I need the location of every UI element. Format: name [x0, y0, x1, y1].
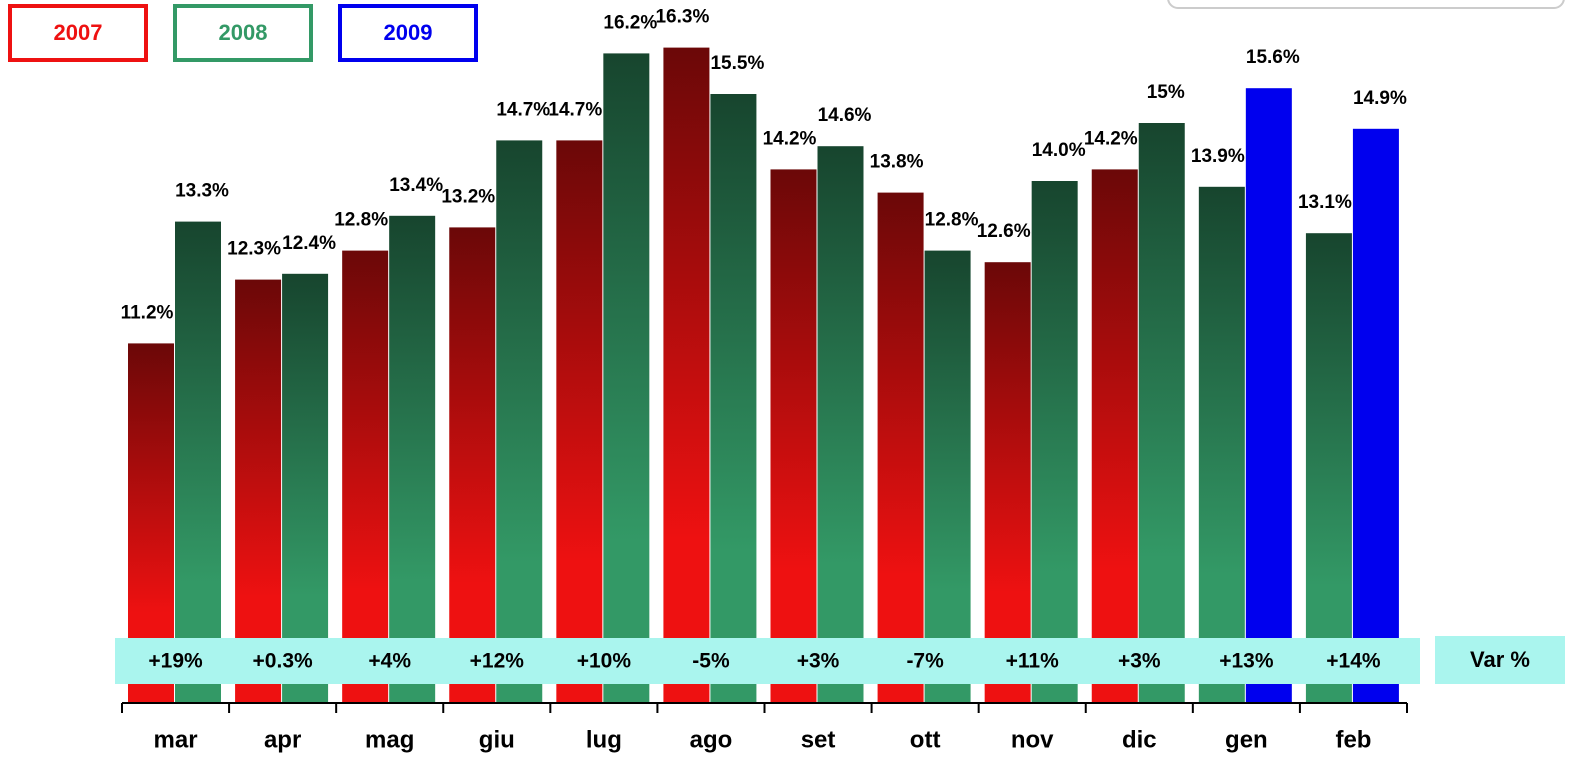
bar [1245, 88, 1292, 703]
legend-label: 2008 [219, 20, 268, 45]
data-label: 13.3% [175, 181, 229, 202]
data-label: 12.4% [282, 233, 336, 254]
bar [1031, 181, 1078, 703]
bar [556, 140, 603, 703]
bar [175, 221, 221, 703]
legend-label: 2009 [384, 20, 433, 45]
bar [342, 250, 389, 703]
bar [1138, 123, 1185, 703]
var-label: +13% [1219, 650, 1274, 673]
bar [1198, 186, 1245, 704]
bar [924, 250, 971, 703]
x-tick-label: dic [1122, 726, 1157, 753]
var-header-box [1435, 636, 1565, 684]
data-label: 12.6% [977, 221, 1031, 242]
x-tick-label: ott [910, 726, 941, 753]
data-label: 13.1% [1298, 192, 1352, 213]
bar [770, 169, 817, 703]
bar [282, 273, 329, 703]
var-label: +0.3% [253, 650, 313, 673]
data-label: 14.9% [1353, 88, 1407, 109]
var-label: +11% [1006, 650, 1059, 673]
data-label: 16.3% [655, 7, 709, 28]
data-label: 14.6% [818, 105, 872, 126]
data-label: 13.4% [389, 175, 443, 196]
x-tick-label: apr [264, 726, 301, 753]
bar [603, 53, 650, 703]
panel-corner [1167, 0, 1565, 9]
x-tick-label: set [801, 726, 836, 753]
bar [1305, 233, 1352, 703]
data-label: 13.9% [1191, 146, 1245, 167]
bar [877, 192, 924, 703]
bar [984, 262, 1031, 703]
var-label: +14% [1326, 650, 1381, 673]
var-label: +12% [470, 650, 525, 673]
var-label: -7% [906, 650, 944, 673]
data-label: 14.0% [1032, 140, 1086, 161]
data-label: 12.8% [925, 210, 979, 231]
bar [449, 227, 496, 703]
x-tick-label: feb [1335, 726, 1371, 753]
bar [235, 279, 282, 703]
data-label: 15.6% [1246, 47, 1300, 68]
data-label: 14.2% [763, 128, 817, 149]
data-label: 14.7% [548, 99, 602, 120]
data-label: 14.2% [1084, 128, 1138, 149]
data-label: 15.5% [710, 53, 764, 74]
x-tick-label: ago [690, 726, 733, 753]
bar [389, 215, 436, 704]
legend-box [338, 4, 478, 62]
data-label: 16.2% [603, 12, 657, 33]
data-label: 13.8% [870, 152, 924, 173]
var-label: +19% [148, 650, 203, 673]
var-row [115, 638, 1420, 684]
x-tick-label: mar [154, 726, 198, 753]
x-tick-label: mag [365, 726, 414, 753]
var-label: -5% [692, 650, 730, 673]
bar [1352, 128, 1399, 704]
var-label: +3% [797, 650, 840, 673]
legend-label: 2007 [54, 20, 103, 45]
data-label: 14.7% [496, 99, 550, 120]
bar [817, 146, 864, 703]
legend-box [173, 4, 313, 62]
bar [663, 47, 710, 704]
bar [1091, 169, 1138, 703]
legend-box [8, 4, 148, 62]
var-label: +4% [368, 650, 411, 673]
x-tick-label: lug [586, 726, 622, 753]
x-tick-label: nov [1011, 726, 1054, 753]
x-tick-label: giu [479, 726, 515, 753]
data-label: 15% [1147, 82, 1185, 103]
bar [710, 94, 757, 703]
data-label: 12.3% [227, 239, 281, 260]
var-label: +3% [1118, 650, 1161, 673]
x-tick-label: gen [1225, 726, 1268, 753]
data-label: 11.2% [121, 302, 174, 323]
data-label: 13.2% [441, 186, 495, 207]
bar [496, 140, 543, 703]
var-label: +10% [577, 650, 632, 673]
data-label: 12.8% [334, 210, 388, 231]
var-header: Var % [1470, 647, 1530, 672]
